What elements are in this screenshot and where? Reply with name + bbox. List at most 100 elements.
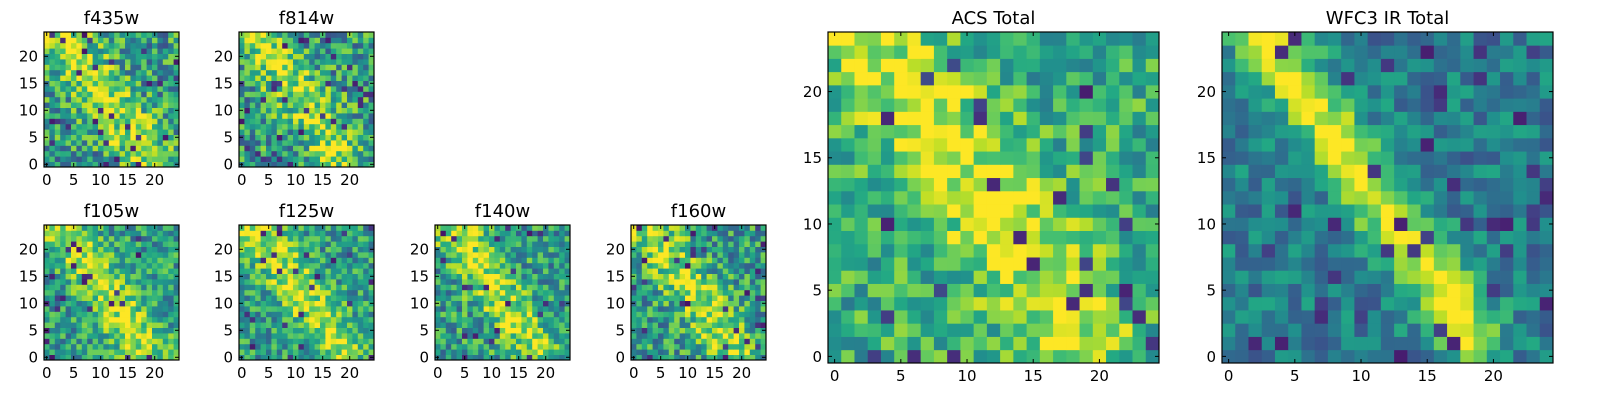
heatmap-cell	[162, 235, 169, 242]
heatmap-cell	[690, 295, 697, 301]
heatmap-cell	[60, 306, 66, 312]
heatmap-cell	[325, 343, 332, 350]
heatmap-cell	[1079, 217, 1094, 231]
heatmap-cell	[472, 343, 479, 350]
heatmap-cell	[755, 241, 761, 247]
heatmap-cell	[1539, 296, 1554, 311]
heatmap-cell	[636, 295, 643, 301]
heatmap-cell	[130, 262, 137, 269]
heatmap-cell	[947, 323, 961, 337]
heatmap-cell	[260, 257, 267, 264]
heatmap-cell	[543, 316, 549, 323]
heatmap-cell	[467, 235, 474, 242]
heatmap-cell	[330, 86, 337, 92]
heatmap-cell	[303, 80, 310, 87]
heatmap-cell	[266, 80, 272, 87]
heatmap-cell	[114, 252, 120, 258]
heatmap-cell	[652, 273, 659, 280]
heatmap-cell	[341, 235, 348, 242]
heatmap-cell	[841, 98, 855, 112]
heatmap-cell	[363, 225, 369, 231]
heatmap-cell	[749, 246, 756, 253]
heatmap-cell	[347, 235, 353, 242]
heatmap-cell	[1301, 151, 1316, 165]
heatmap-cell	[521, 306, 528, 312]
x-tick-label: 0	[42, 364, 52, 382]
heatmap-cell	[54, 86, 61, 92]
heatmap-cell	[722, 306, 729, 312]
heatmap-cell	[293, 343, 299, 350]
heatmap-cell	[249, 102, 256, 108]
heatmap-cell	[303, 349, 310, 355]
y-tick-label: 10	[410, 295, 429, 313]
heatmap-cell	[71, 300, 77, 307]
heatmap-cell	[462, 252, 468, 258]
heatmap-cell	[363, 230, 369, 237]
heatmap-cell	[293, 268, 299, 274]
heatmap-cell	[1447, 257, 1461, 271]
heatmap-cell	[1447, 217, 1461, 231]
heatmap-cell	[249, 225, 256, 231]
heatmap-cell	[352, 225, 359, 231]
y-tick-label: 20	[214, 241, 233, 259]
heatmap-cell	[135, 235, 142, 242]
heatmap-cell	[706, 343, 713, 350]
heatmap-cell	[81, 118, 88, 125]
heatmap-cell	[173, 235, 180, 242]
heatmap-cell	[76, 118, 83, 125]
heatmap-cell	[330, 230, 337, 237]
heatmap-cell	[103, 161, 110, 168]
heatmap-cell	[947, 58, 961, 73]
heatmap-cell	[162, 343, 169, 350]
heatmap-cell	[357, 145, 364, 152]
heatmap-cell	[98, 289, 104, 296]
heatmap-cell	[1000, 190, 1014, 205]
heatmap-cell	[135, 279, 142, 285]
heatmap-cell	[679, 268, 686, 274]
heatmap-cell	[706, 295, 713, 301]
heatmap-cell	[330, 273, 337, 280]
heatmap-cell	[54, 230, 61, 237]
heatmap-cell	[521, 225, 528, 231]
heatmap-cell	[255, 113, 261, 119]
heatmap-cell	[641, 349, 648, 355]
heatmap-cell	[239, 96, 245, 103]
heatmap-cell	[986, 84, 1001, 99]
heatmap-cell	[271, 235, 278, 242]
heatmap-cell	[755, 300, 761, 307]
heatmap-cell	[1526, 270, 1541, 284]
heatmap-cell	[103, 273, 110, 280]
heatmap-cell	[739, 311, 745, 318]
heatmap-cell	[907, 296, 922, 311]
heatmap-cell	[287, 257, 294, 264]
heatmap-cell	[631, 338, 637, 345]
heatmap-cell	[933, 111, 948, 126]
heatmap-cell	[647, 230, 653, 237]
heatmap-cell	[559, 354, 565, 361]
heatmap-cell	[722, 349, 729, 355]
heatmap-cell	[641, 333, 648, 339]
heatmap-cell	[722, 316, 729, 323]
heatmap-cell	[71, 113, 77, 119]
heatmap-cell	[728, 252, 734, 258]
heatmap-cell	[467, 349, 474, 355]
heatmap-cell	[739, 306, 745, 312]
heatmap-cell	[647, 241, 653, 247]
heatmap-cell	[368, 48, 375, 54]
heatmap-cell	[125, 295, 131, 301]
heatmap-cell	[933, 177, 948, 192]
heatmap-cell	[516, 257, 522, 264]
heatmap-cell	[255, 225, 261, 231]
heatmap-cell	[71, 37, 77, 44]
heatmap-cell	[357, 59, 364, 65]
heatmap-cell	[521, 349, 528, 355]
heatmap-cell	[255, 273, 261, 280]
heatmap-cell	[553, 311, 560, 318]
heatmap-cell	[157, 134, 164, 141]
heatmap-cell	[60, 75, 66, 81]
heatmap-cell	[125, 91, 131, 98]
heatmap-cell	[1248, 336, 1263, 351]
heatmap-cell	[1000, 45, 1014, 59]
heatmap-cell	[336, 257, 342, 264]
heatmap-cell	[537, 338, 544, 345]
